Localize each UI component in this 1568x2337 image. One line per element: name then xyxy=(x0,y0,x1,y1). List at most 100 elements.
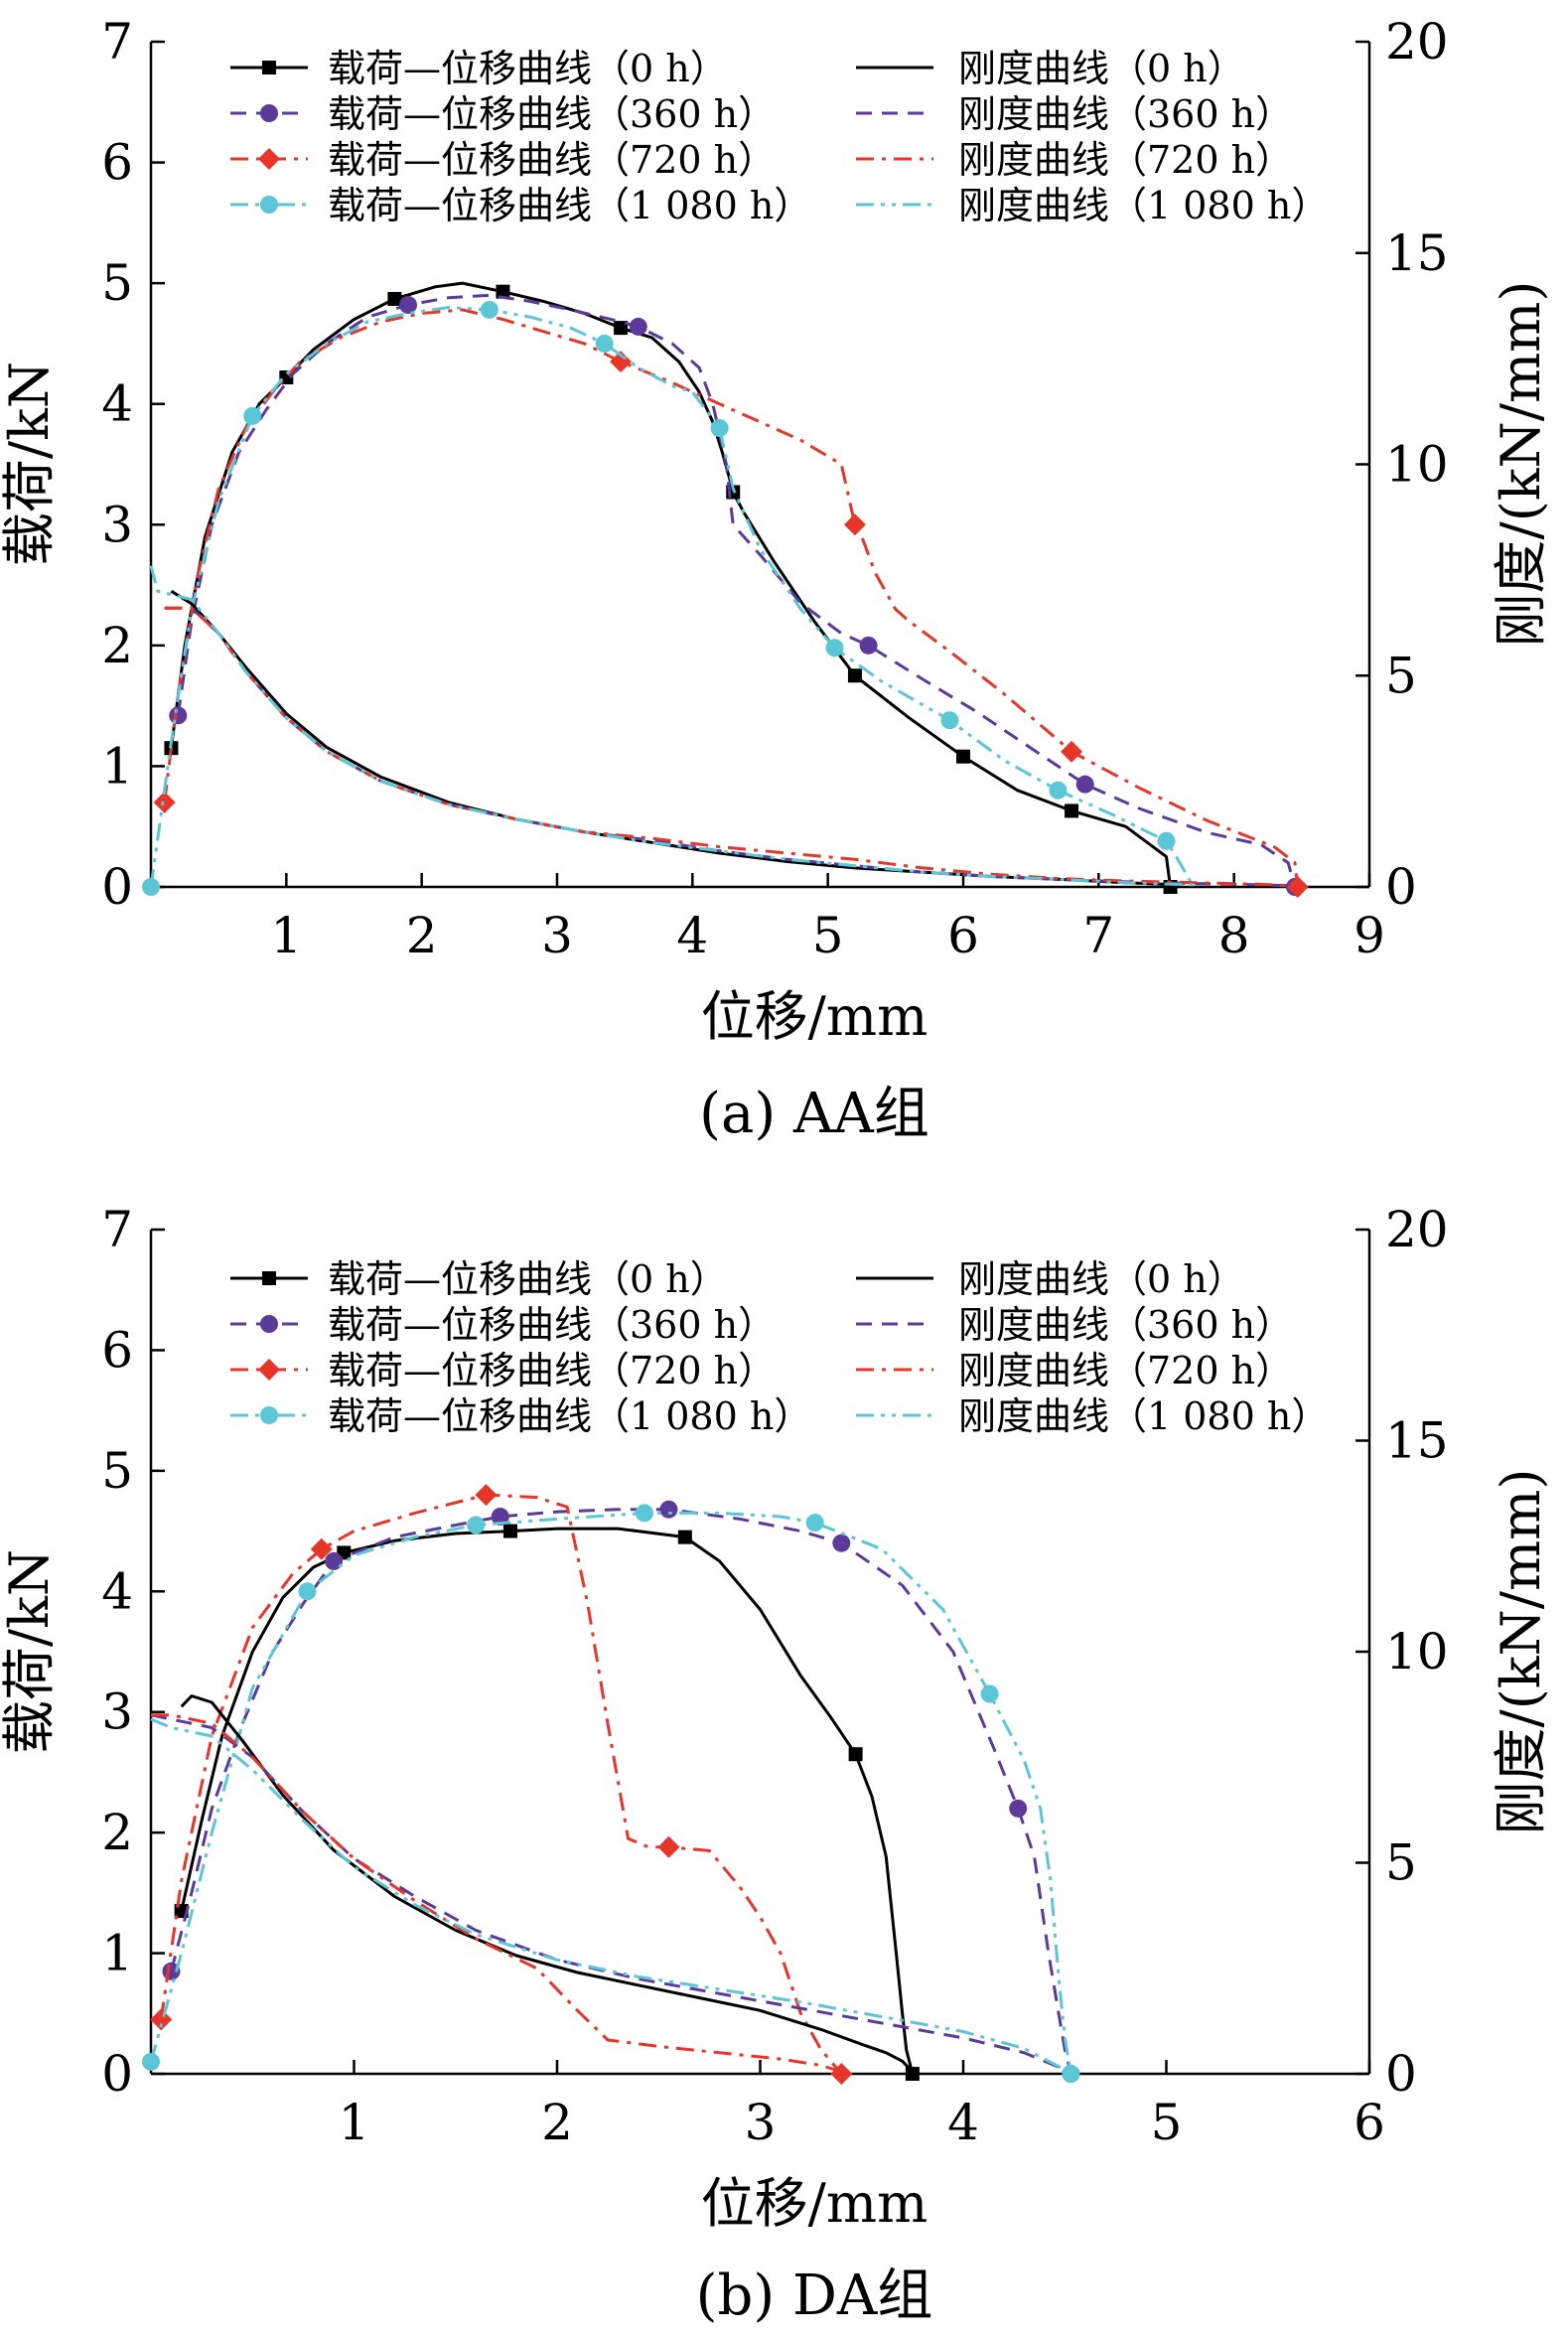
series-line xyxy=(159,1493,843,2075)
data-point xyxy=(677,1530,692,1544)
legend-item: 载荷—位移曲线（0 h） xyxy=(230,1257,728,1301)
x-tick-label: 5 xyxy=(1151,2094,1183,2151)
data-point xyxy=(387,291,402,306)
data-point xyxy=(848,1747,863,1762)
data-point xyxy=(1065,803,1079,818)
legend-marker xyxy=(260,196,278,214)
x-tick-label: 5 xyxy=(812,907,844,964)
right-y-tick-label: 10 xyxy=(1385,436,1449,494)
legend-label: 刚度曲线（360 h） xyxy=(958,1303,1293,1347)
data-point xyxy=(657,1835,680,1858)
legend-marker xyxy=(260,104,278,122)
x-tick-label: 2 xyxy=(541,2094,573,2151)
series-layer xyxy=(142,281,1309,898)
series-line xyxy=(176,293,1297,888)
data-point xyxy=(467,1516,486,1534)
data-point xyxy=(475,1484,498,1507)
data-point xyxy=(830,2063,853,2085)
left-y-tick-label: 5 xyxy=(101,1442,133,1500)
legend-item: 载荷—位移曲线（0 h） xyxy=(230,47,728,90)
left-y-tick-label: 6 xyxy=(101,134,133,192)
series-line xyxy=(180,1527,915,2075)
legend-label: 载荷—位移曲线（1 080 h） xyxy=(328,184,811,227)
legend-item: 刚度曲线（0 h） xyxy=(856,47,1245,90)
data-point xyxy=(243,406,262,425)
right-y-tick-label: 15 xyxy=(1385,224,1449,282)
series-line xyxy=(180,1694,914,2073)
data-point xyxy=(832,1534,851,1552)
data-point xyxy=(150,2008,173,2031)
data-point xyxy=(905,2067,920,2081)
legend-marker xyxy=(260,1406,278,1424)
series-load-1 xyxy=(169,293,1305,896)
data-point xyxy=(1061,740,1083,763)
left-y-tick-label: 1 xyxy=(101,737,133,795)
data-point xyxy=(1062,2065,1080,2083)
x-tick-label: 1 xyxy=(270,907,302,964)
left-y-tick-label: 2 xyxy=(101,1804,133,1861)
right-y-tick-label: 0 xyxy=(1385,2045,1417,2103)
right-y-axis-label: 刚度/(kN/mm) xyxy=(1490,1469,1552,1835)
x-tick-label: 9 xyxy=(1354,907,1385,964)
legend-label: 载荷—位移曲线（0 h） xyxy=(328,1257,728,1301)
series-line xyxy=(163,308,1300,888)
data-point xyxy=(610,351,633,373)
right-y-axis-label: 刚度/(kN/mm) xyxy=(1490,281,1552,648)
x-tick-label: 1 xyxy=(339,2094,370,2151)
data-point xyxy=(956,749,970,764)
data-point xyxy=(502,1524,517,1538)
right-y-tick-label: 10 xyxy=(1385,1623,1449,1680)
left-y-tick-label: 7 xyxy=(101,13,133,71)
data-point xyxy=(169,706,188,725)
legend-label: 刚度曲线（1 080 h） xyxy=(958,1394,1329,1438)
x-tick-label: 3 xyxy=(745,2094,777,2151)
series-line xyxy=(150,1713,1066,2072)
data-point xyxy=(142,878,160,896)
legend-label: 刚度曲线（720 h） xyxy=(958,1349,1293,1392)
legend-label: 刚度曲线（1 080 h） xyxy=(958,184,1329,227)
legend-item: 载荷—位移曲线（360 h） xyxy=(230,92,776,136)
series-line xyxy=(149,1511,1072,2075)
legend-label: 刚度曲线（360 h） xyxy=(958,92,1293,136)
series-stiffness-4 xyxy=(180,1694,914,2073)
x-tick-label: 8 xyxy=(1218,907,1250,964)
data-point xyxy=(805,1514,824,1533)
left-y-tick-label: 4 xyxy=(101,1562,133,1620)
legend-label: 载荷—位移曲线（720 h） xyxy=(328,138,776,182)
legend-label: 载荷—位移曲线（0 h） xyxy=(328,47,728,90)
data-point xyxy=(480,300,499,319)
legend-item: 载荷—位移曲线（360 h） xyxy=(230,1303,776,1347)
data-point xyxy=(614,321,629,336)
legend-marker xyxy=(262,1271,276,1285)
data-point xyxy=(940,711,959,730)
panel-caption: (a) AA组 xyxy=(699,1082,929,1146)
series-stiffness-6 xyxy=(151,1713,842,2074)
left-y-tick-label: 5 xyxy=(101,254,133,312)
x-tick-label: 4 xyxy=(676,907,708,964)
x-tick-label: 2 xyxy=(406,907,438,964)
left-y-tick-label: 6 xyxy=(101,1321,133,1379)
data-point xyxy=(635,1504,653,1523)
legend-label: 载荷—位移曲线（360 h） xyxy=(328,92,776,136)
x-tick-label: 6 xyxy=(1354,2094,1385,2151)
x-tick-label: 3 xyxy=(541,907,573,964)
legend-item: 刚度曲线（0 h） xyxy=(856,1257,1245,1301)
right-y-tick-label: 20 xyxy=(1385,1201,1449,1258)
legend-marker xyxy=(258,1359,280,1381)
legend-item: 载荷—位移曲线（720 h） xyxy=(230,1349,776,1392)
legend-item: 刚度曲线（1 080 h） xyxy=(856,1394,1329,1438)
x-tick-label: 6 xyxy=(947,907,979,964)
series-load-3 xyxy=(142,1504,1080,2083)
legend-item: 载荷—位移曲线（720 h） xyxy=(230,138,776,182)
legend: 载荷—位移曲线（0 h）载荷—位移曲线（360 h）载荷—位移曲线（720 h）… xyxy=(230,47,1329,227)
data-point xyxy=(843,513,866,536)
legend-item: 载荷—位移曲线（1 080 h） xyxy=(230,184,811,227)
series-stiffness-5 xyxy=(150,1713,1066,2072)
legend: 载荷—位移曲线（0 h）载荷—位移曲线（360 h）载荷—位移曲线（720 h）… xyxy=(230,1257,1329,1438)
data-point xyxy=(980,1684,999,1703)
left-y-tick-label: 2 xyxy=(101,617,133,674)
